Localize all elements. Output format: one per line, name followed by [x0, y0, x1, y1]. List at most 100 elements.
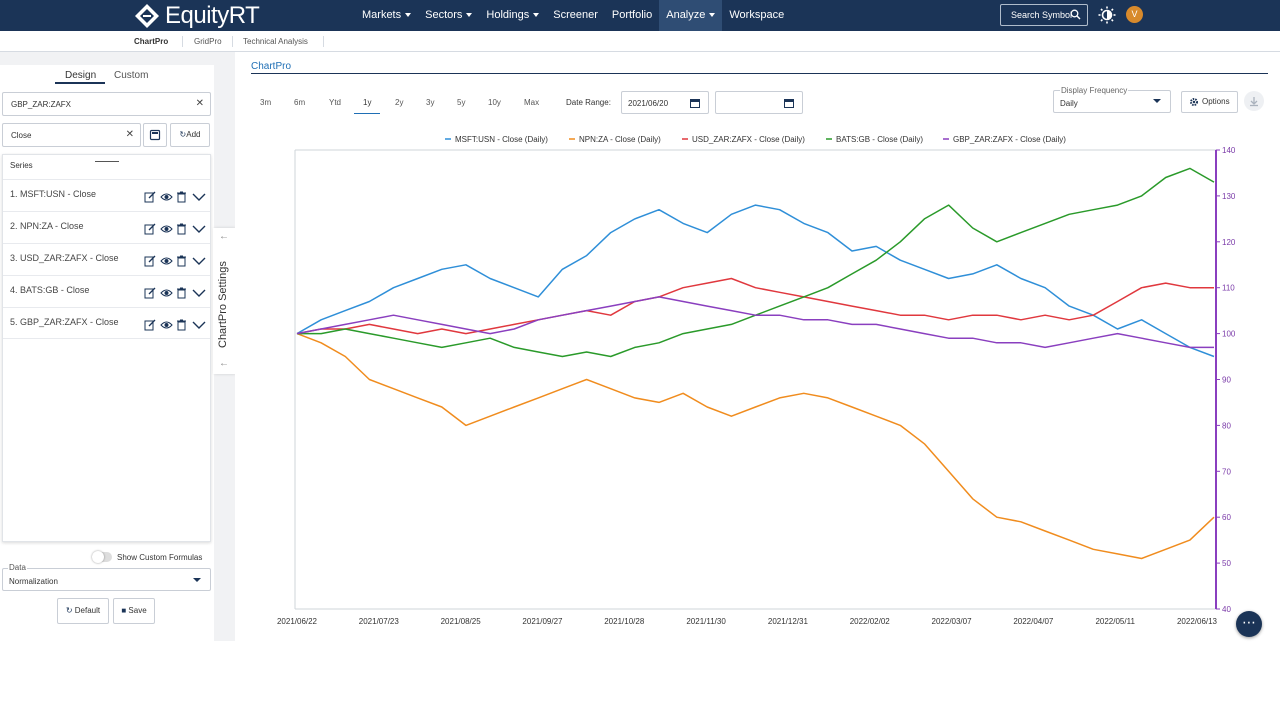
- data-select[interactable]: Normalization: [2, 568, 211, 591]
- symbol-input[interactable]: GBP_ZAR:ZAFX ✕: [2, 92, 211, 116]
- x-tick-label: 2022/02/02: [850, 617, 891, 626]
- series-row[interactable]: 1. MSFT:USN - Close: [3, 179, 210, 211]
- edit-icon[interactable]: [144, 190, 160, 203]
- date-range-label: Date Range:: [566, 98, 611, 107]
- save-button[interactable]: ■ Save: [113, 598, 155, 624]
- add-series-label: Add: [186, 130, 201, 139]
- series-line: [296, 204, 1215, 358]
- logo[interactable]: EquityRT: [134, 1, 260, 29]
- more-actions-button[interactable]: ⋯: [1236, 611, 1262, 637]
- title-divider: [251, 73, 1268, 74]
- chevron-down-icon[interactable]: [192, 254, 208, 267]
- nav-markets[interactable]: Markets: [355, 0, 418, 31]
- range-3m[interactable]: 3m: [260, 98, 272, 107]
- range-1y[interactable]: 1y: [363, 98, 372, 107]
- main-nav: Markets Sectors Holdings Screener Portfo…: [355, 0, 791, 31]
- tab-custom[interactable]: Custom: [114, 70, 149, 81]
- subtab-chartpro[interactable]: ChartPro: [134, 37, 169, 46]
- range-6m[interactable]: 6m: [294, 98, 306, 107]
- trash-icon[interactable]: [176, 254, 192, 267]
- download-button[interactable]: [1244, 91, 1264, 111]
- options-label: Options: [1202, 97, 1230, 106]
- x-tick-label: 2021/07/23: [359, 617, 400, 626]
- range-max[interactable]: Max: [524, 98, 540, 107]
- nav-holdings[interactable]: Holdings: [479, 0, 546, 31]
- y-tick-label: 70: [1222, 467, 1231, 476]
- avatar[interactable]: V: [1126, 6, 1143, 23]
- chevron-down-icon[interactable]: [192, 190, 208, 203]
- calculator-button[interactable]: [143, 123, 167, 147]
- trash-icon[interactable]: [176, 190, 192, 203]
- chevron-down-icon[interactable]: [192, 318, 208, 331]
- date-to-input[interactable]: [715, 91, 803, 114]
- nav-analyze[interactable]: Analyze: [659, 0, 723, 31]
- arrow-left-icon[interactable]: ←: [219, 231, 229, 242]
- options-button[interactable]: Options: [1181, 91, 1238, 113]
- eye-icon[interactable]: [160, 222, 176, 235]
- nav-workspace[interactable]: Workspace: [722, 0, 791, 31]
- x-tick-label: 2021/10/28: [604, 617, 645, 626]
- series-row[interactable]: 3. USD_ZAR:ZAFX - Close: [3, 243, 210, 275]
- chevron-down-icon: [533, 13, 540, 18]
- nav-screener[interactable]: Screener: [546, 0, 605, 31]
- series-line: [296, 332, 1215, 560]
- calculator-icon: [149, 129, 161, 141]
- legend-label: BATS:GB - Close (Daily): [836, 135, 923, 144]
- edit-icon[interactable]: [144, 222, 160, 235]
- eye-icon[interactable]: [160, 286, 176, 299]
- chevron-down-icon[interactable]: [192, 222, 208, 235]
- add-series-button[interactable]: ↻Add: [170, 123, 210, 147]
- trash-icon[interactable]: [176, 222, 192, 235]
- legend-label: NPN:ZA - Close (Daily): [579, 135, 661, 144]
- edit-icon[interactable]: [144, 254, 160, 267]
- range-10y[interactable]: 10y: [488, 98, 501, 107]
- calendar-icon[interactable]: [690, 98, 700, 108]
- brightness-icon[interactable]: [1098, 6, 1116, 24]
- chartpro-settings-tab[interactable]: ← ChartPro Settings ←: [213, 228, 235, 374]
- nav-analyze-label: Analyze: [666, 9, 706, 21]
- eye-icon[interactable]: [160, 318, 176, 331]
- clear-field-icon[interactable]: ✕: [125, 129, 134, 140]
- subtab-gridpro[interactable]: GridPro: [194, 37, 222, 46]
- series-row[interactable]: 2. NPN:ZA - Close: [3, 211, 210, 243]
- custom-formulas-toggle[interactable]: [92, 551, 112, 563]
- arrow-left-icon[interactable]: ←: [219, 358, 229, 369]
- nav-portfolio[interactable]: Portfolio: [605, 0, 659, 31]
- active-range-underline: [354, 113, 380, 114]
- more-icon: ⋯: [1242, 614, 1256, 630]
- calendar-icon[interactable]: [784, 98, 794, 108]
- dropdown-arrow-icon: [1153, 99, 1161, 103]
- line-chart[interactable]: 40 50 60 70 80 90 100 110 120 130 140 2021/06/22 202…: [235, 52, 1280, 641]
- series-row[interactable]: 4. BATS:GB - Close: [3, 275, 210, 307]
- subtab-technical-analysis[interactable]: Technical Analysis: [243, 37, 308, 46]
- tab-design[interactable]: Design: [65, 70, 97, 81]
- trash-icon[interactable]: [176, 286, 192, 299]
- series-row[interactable]: 5. GBP_ZAR:ZAFX - Close: [3, 307, 210, 339]
- y-tick-label: 40: [1222, 605, 1231, 614]
- default-button[interactable]: ↻ Default: [57, 598, 109, 624]
- range-5y[interactable]: 5y: [457, 98, 466, 107]
- subtab-divider: [232, 36, 233, 47]
- data-select-label: Data: [8, 563, 27, 572]
- field-input[interactable]: Close ✕: [2, 123, 141, 147]
- gear-icon: [1190, 98, 1198, 106]
- edit-icon[interactable]: [144, 286, 160, 299]
- series-label: 4. BATS:GB - Close: [10, 285, 90, 295]
- chevron-down-icon[interactable]: [192, 286, 208, 299]
- nav-sectors[interactable]: Sectors: [418, 0, 479, 31]
- edit-icon[interactable]: [144, 318, 160, 331]
- chartpro-settings-label: ChartPro Settings: [217, 261, 229, 348]
- eye-icon[interactable]: [160, 254, 176, 267]
- date-from-input[interactable]: 2021/06/20: [621, 91, 709, 114]
- range-ytd[interactable]: Ytd: [329, 98, 342, 107]
- clear-symbol-icon[interactable]: ✕: [195, 98, 204, 109]
- range-3y[interactable]: 3y: [426, 98, 435, 107]
- brand-name: EquityRT: [165, 1, 260, 29]
- trash-icon[interactable]: [176, 318, 192, 331]
- top-navbar: EquityRT Markets Sectors Holdings Screen…: [0, 0, 1280, 31]
- range-2y[interactable]: 2y: [395, 98, 404, 107]
- nav-workspace-label: Workspace: [729, 9, 785, 21]
- eye-icon[interactable]: [160, 190, 176, 203]
- refresh-add-icon: ↻: [179, 130, 187, 139]
- search-symbol-button[interactable]: Search Symbol: [1000, 4, 1088, 26]
